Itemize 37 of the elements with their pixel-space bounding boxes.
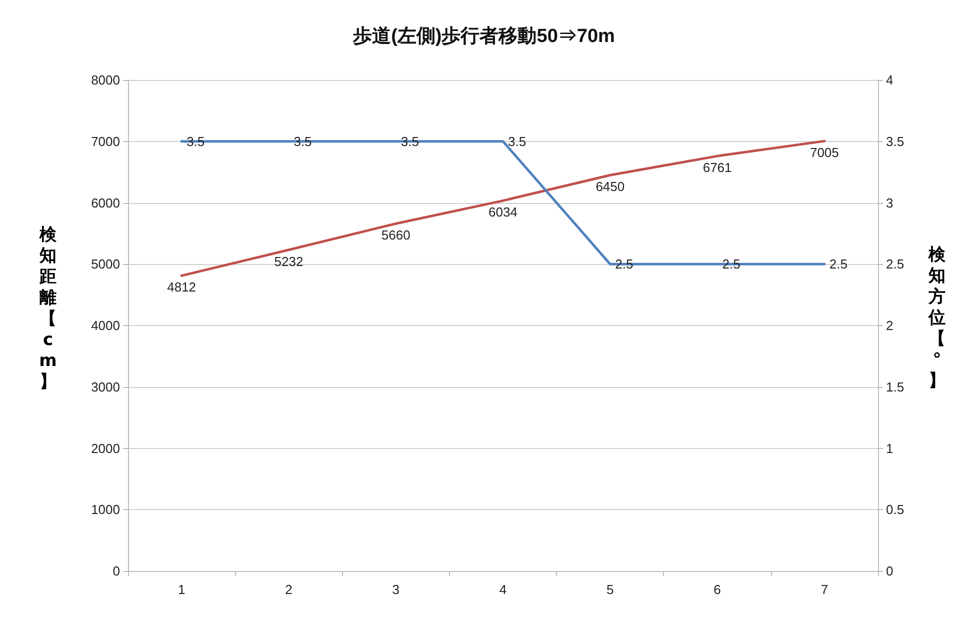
y-tick-label: 6000	[91, 195, 120, 210]
y2-tick-label: 3.5	[886, 134, 904, 149]
y-tick-label: 0	[112, 564, 120, 578]
y-tick-label: 7000	[91, 134, 120, 149]
y2-tick-label: 1	[886, 440, 894, 456]
y-axis-title: 検知距離【cm】	[38, 225, 58, 393]
data-label: 5660	[381, 228, 410, 243]
chart-title: 歩道(左側)歩行者移動50⇒70m	[352, 25, 615, 47]
y-tick-label: 4000	[91, 318, 120, 333]
y2-tick-label: 2	[886, 318, 894, 333]
y-tick-label: 1000	[91, 502, 120, 518]
y2-axis-title: 検知方位【°】	[927, 245, 946, 392]
x-tick-label: 7	[820, 582, 828, 597]
y-tick-label: 8000	[91, 72, 120, 88]
x-tick-label: 4	[499, 582, 507, 597]
x-tick-label: 5	[606, 582, 614, 597]
y-tick-label: 3000	[91, 379, 120, 394]
y2-tick-label: 1.5	[886, 379, 904, 394]
data-label: 6450	[596, 179, 625, 194]
x-tick-label: 1	[178, 582, 186, 597]
data-label: 7005	[810, 145, 839, 160]
data-label: 2.5	[829, 256, 848, 272]
data-label: 3.5	[508, 134, 526, 149]
x-tick-label: 2	[285, 582, 292, 597]
y2-tick-label: 2.5	[886, 256, 904, 272]
y-tick-label: 5000	[91, 256, 120, 272]
data-label: 6034	[488, 204, 518, 220]
data-label: 6761	[702, 160, 732, 176]
y2-tick-label: 4	[886, 72, 894, 88]
y2-tick-label: 0	[886, 564, 894, 578]
x-tick-label: 3	[392, 582, 400, 597]
data-label: 5232	[274, 254, 304, 269]
y2-tick-label: 0.5	[886, 502, 904, 518]
y2-tick-label: 3	[886, 195, 894, 210]
data-label: 4812	[167, 280, 196, 295]
y-tick-label: 2000	[91, 440, 120, 456]
x-tick-label: 6	[714, 582, 721, 597]
